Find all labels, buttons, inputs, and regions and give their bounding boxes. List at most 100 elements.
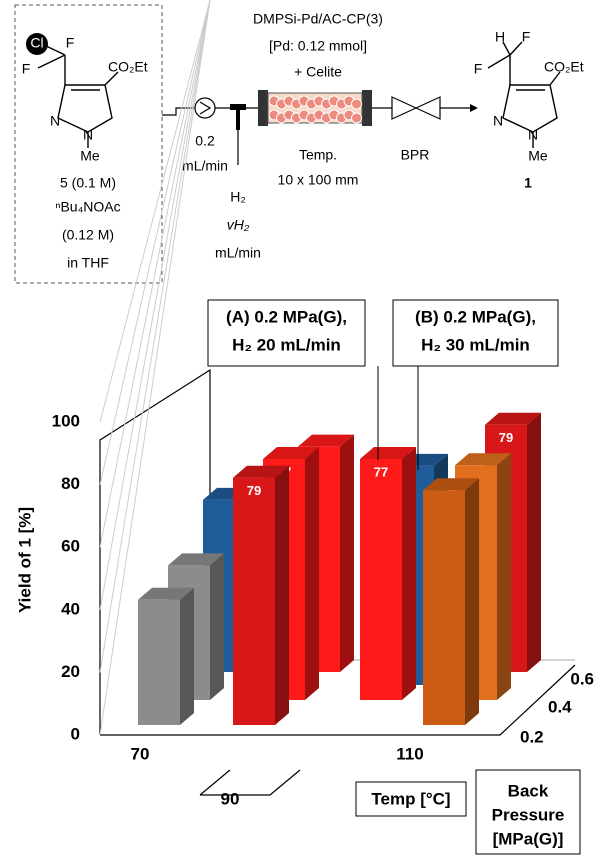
bead <box>351 112 362 124</box>
atom: CO₂Et <box>544 59 584 75</box>
atom: F <box>474 61 483 77</box>
bar <box>233 465 289 725</box>
bar-top <box>263 446 319 459</box>
bar-side <box>497 453 511 700</box>
atom: Me <box>80 148 100 164</box>
bar-side <box>402 446 416 700</box>
dashed-box <box>14 4 163 284</box>
bar-side <box>275 465 289 725</box>
bar-top <box>298 434 354 447</box>
product-structure <box>487 41 561 148</box>
column-label: Temp. <box>299 147 337 163</box>
z-tick-label: 0.2 <box>520 727 544 746</box>
annotation: (A) 0.2 MPa(G), <box>226 307 347 326</box>
column-cap <box>258 90 268 126</box>
atom: H <box>495 29 505 45</box>
chart: 02040608010070901100.20.40.679777779(A) … <box>52 0 594 808</box>
pump-arrow <box>199 101 212 115</box>
arrow-head <box>470 104 478 112</box>
reactant-info: (0.12 M) <box>62 227 114 243</box>
y-tick-label: 40 <box>61 599 80 618</box>
annotation: (B) 0.2 MPa(G), <box>415 307 536 326</box>
bar-side <box>340 434 354 672</box>
y-tick-label: 60 <box>61 537 80 556</box>
z-tick-label: 0.6 <box>570 669 594 688</box>
flow-rate: 0.2 <box>195 133 215 149</box>
bar <box>360 446 416 700</box>
gas-label: H₂ <box>230 189 246 205</box>
tee <box>230 104 246 110</box>
catalyst-label: DMPSi-Pd/AC-CP(3) <box>253 11 383 27</box>
reactant-info: ⁿBu₄NOAc <box>55 199 120 215</box>
annotation: H₂ 20 mL/min <box>232 335 341 354</box>
y-tick-label: 100 <box>52 411 80 430</box>
pump <box>194 97 216 119</box>
bar-top <box>138 587 194 600</box>
atom: N <box>50 113 60 129</box>
z-axis-label: Back <box>508 781 549 800</box>
y-axis-label: Yield of 1 [%] <box>15 507 34 613</box>
x-axis-label: Temp [°C] <box>371 789 450 808</box>
reactant-info: 5 (0.1 M) <box>60 175 116 191</box>
catalyst-label: + Celite <box>294 64 342 80</box>
bar-front <box>138 599 180 725</box>
atom: N <box>83 127 93 143</box>
atom: Cl <box>30 35 43 51</box>
annotation-box <box>392 299 559 367</box>
atom: N <box>528 127 538 143</box>
bar-top <box>455 453 511 466</box>
grid-line <box>99 0 211 673</box>
atom: F <box>66 35 75 51</box>
bar-top <box>485 412 541 425</box>
column-cap <box>362 90 372 126</box>
gas-label: vH₂ <box>227 217 250 233</box>
x-label-box <box>355 781 467 817</box>
bar-front <box>423 490 465 725</box>
bar-front <box>233 477 275 725</box>
z-tick-label: 0.4 <box>548 697 572 716</box>
annotation-box <box>207 299 366 367</box>
y-tick-label: 80 <box>61 474 80 493</box>
y-tick-label: 0 <box>71 724 80 743</box>
catalyst-beads <box>268 95 362 124</box>
bar-top <box>360 446 416 459</box>
bar-side <box>210 553 224 700</box>
reactant-info: in THF <box>67 255 109 271</box>
product-number: 1 <box>524 175 532 191</box>
bead <box>351 98 362 110</box>
bar <box>138 587 194 725</box>
atom: Me <box>528 148 548 164</box>
z-label-box <box>475 769 581 855</box>
atom: N <box>493 113 503 129</box>
bpr-label: BPR <box>401 147 430 163</box>
x-tick-label: 110 <box>396 744 423 763</box>
grid-line <box>99 0 211 736</box>
data-label: 77 <box>374 464 388 479</box>
grid-line <box>99 0 211 423</box>
bar-top <box>168 553 224 566</box>
bar-side <box>527 412 541 672</box>
gas-label: mL/min <box>215 245 261 261</box>
bar-top <box>423 478 479 491</box>
flow-rate: mL/min <box>182 158 228 174</box>
bar <box>423 478 479 725</box>
z-axis-label: Pressure <box>492 805 565 824</box>
bar-side <box>305 446 319 700</box>
data-label: 79 <box>499 430 513 445</box>
column-label: 10 x 100 mm <box>278 172 359 188</box>
x-tick-label: 90 <box>221 789 240 808</box>
atom: F <box>22 61 31 77</box>
data-label: 79 <box>247 483 261 498</box>
x-tick-label: 70 <box>131 744 150 763</box>
z-axis-label: [MPa(G)] <box>493 829 564 848</box>
bpr-valve <box>391 96 441 120</box>
grid-line <box>99 0 211 610</box>
grid-line <box>99 0 211 485</box>
bar-side <box>465 478 479 725</box>
bar-side <box>180 587 194 725</box>
cl-circle <box>26 33 48 55</box>
annotation: H₂ 30 mL/min <box>421 335 530 354</box>
atom: CO₂Et <box>108 59 148 75</box>
atom: F <box>522 29 531 45</box>
